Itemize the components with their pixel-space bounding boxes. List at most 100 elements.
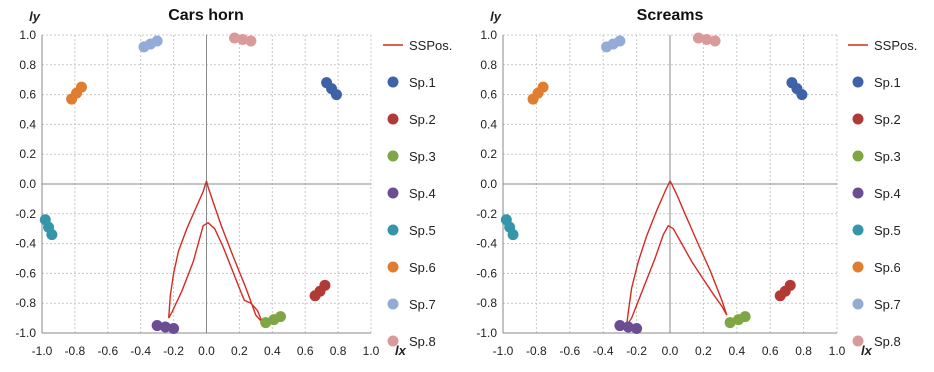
x-tick-label: 0.4	[264, 344, 281, 358]
legend-dot-swatch	[852, 187, 864, 199]
legend-label: Sp.3	[874, 149, 901, 164]
legend-dot-swatch	[387, 76, 399, 88]
x-tick-label: 0.8	[330, 344, 347, 358]
sspos-line	[168, 180, 264, 324]
data-point	[739, 311, 751, 323]
y-axis-label: ly	[490, 9, 502, 24]
x-tick-label: 0.2	[695, 344, 712, 358]
y-tick-label: 0.2	[19, 147, 36, 161]
legend-label: SSPos.	[874, 38, 917, 53]
y-tick-label: 0.8	[19, 58, 36, 72]
data-point	[330, 89, 342, 101]
x-tick-label: -0.8	[65, 344, 86, 358]
y-tick-label: 0.6	[480, 88, 497, 102]
legend-dot-swatch	[852, 113, 864, 125]
data-point	[622, 321, 634, 333]
y-tick-label: 0.4	[19, 117, 36, 131]
legend-label: Sp.4	[874, 186, 901, 201]
legend-label: Sp.4	[409, 186, 436, 201]
y-tick-label: -0.6	[476, 266, 497, 280]
legend-label: Sp.5	[409, 223, 436, 238]
series-sp3	[260, 311, 287, 329]
series-sp2	[309, 279, 331, 302]
data-point	[631, 323, 643, 335]
y-tick-label: -0.4	[15, 237, 36, 251]
legend-dot-swatch	[387, 187, 399, 199]
data-point	[75, 81, 87, 93]
data-point	[537, 81, 549, 93]
x-tick-label: -0.2	[163, 344, 184, 358]
legend-label: Sp.1	[874, 75, 901, 90]
chart-title: Screams	[637, 7, 704, 24]
x-tick-label: -0.8	[526, 344, 547, 358]
data-point	[319, 279, 331, 291]
data-point	[614, 35, 626, 47]
series-sp6	[527, 81, 549, 105]
chart-title: Cars horn	[168, 7, 244, 24]
legend-label: Sp.8	[409, 334, 436, 349]
series-sp4	[614, 320, 643, 335]
legend-dot-swatch	[387, 261, 399, 273]
series-sp1	[786, 77, 808, 101]
data-point	[709, 35, 721, 47]
data-point	[507, 229, 519, 241]
legend-label: Sp.7	[874, 297, 901, 312]
series-sp5	[500, 214, 519, 241]
x-tick-label: 0.6	[762, 344, 779, 358]
x-tick-label: -0.4	[130, 344, 151, 358]
y-tick-label: 1.0	[19, 28, 36, 42]
data-point	[275, 311, 287, 323]
x-tick-label: 0.8	[795, 344, 812, 358]
y-tick-label: 1.0	[480, 28, 497, 42]
x-tick-label: 1.0	[363, 344, 380, 358]
y-axis-label: ly	[29, 9, 41, 24]
legend-dot-swatch	[387, 335, 399, 347]
x-tick-label: 0.6	[297, 344, 314, 358]
data-point	[796, 89, 808, 101]
legend-dot-swatch	[387, 298, 399, 310]
x-tick-label: -1.0	[32, 344, 53, 358]
y-tick-label: 0.0	[480, 177, 497, 191]
x-tick-label: -0.6	[559, 344, 580, 358]
y-tick-label: -0.8	[476, 296, 497, 310]
data-point	[237, 33, 249, 45]
sspos-line	[625, 180, 728, 326]
data-point	[168, 323, 180, 335]
y-tick-label: -1.0	[15, 326, 36, 340]
data-point	[159, 321, 171, 333]
series-sp1	[321, 77, 342, 101]
legend: SSPos. Sp.1 Sp.2 Sp.3 Sp.4 Sp.5 Sp.6 Sp.7 Sp.8	[383, 38, 452, 349]
legend-label: Sp.1	[409, 75, 436, 90]
series-sp7	[138, 35, 163, 53]
x-tick-label: -1.0	[493, 344, 514, 358]
y-tick-label: -0.8	[15, 296, 36, 310]
legend-label: Sp.5	[874, 223, 901, 238]
x-axis-label: lx	[861, 343, 873, 358]
series-sp8	[692, 32, 721, 47]
legend-label: Sp.6	[409, 260, 436, 275]
x-tick-label: 0.4	[728, 344, 745, 358]
legend: SSPos. Sp.1 Sp.2 Sp.3 Sp.4 Sp.5 Sp.6 Sp.7 Sp.8	[848, 38, 917, 349]
y-tick-label: 0.0	[19, 177, 36, 191]
x-tick-label: 0.0	[198, 344, 215, 358]
series-sp4	[151, 320, 180, 335]
x-tick-label: 0.2	[231, 344, 248, 358]
y-tick-label: 0.8	[480, 58, 497, 72]
y-tick-label: -0.2	[15, 207, 36, 221]
legend-dot-swatch	[387, 224, 399, 236]
y-tick-label: -0.6	[15, 266, 36, 280]
x-axis-label: lx	[395, 343, 407, 358]
legend-dot-swatch	[387, 150, 399, 162]
data-point	[724, 317, 736, 329]
x-tick-label: -0.6	[97, 344, 118, 358]
y-tick-label: -0.2	[476, 207, 497, 221]
y-tick-label: 0.6	[19, 88, 36, 102]
x-tick-label: -0.2	[626, 344, 647, 358]
y-tick-label: 0.4	[480, 117, 497, 131]
legend-label: Sp.2	[409, 112, 436, 127]
chart-panel-2: -1.0 -0.8 -0.6 -0.4 -0.2 0.0 0.2 0.4 0.6 0.8 1.0 -1…	[476, 7, 917, 358]
series-sp6	[66, 81, 87, 105]
series-sp8	[228, 32, 257, 47]
y-tick-label: -1.0	[476, 326, 497, 340]
